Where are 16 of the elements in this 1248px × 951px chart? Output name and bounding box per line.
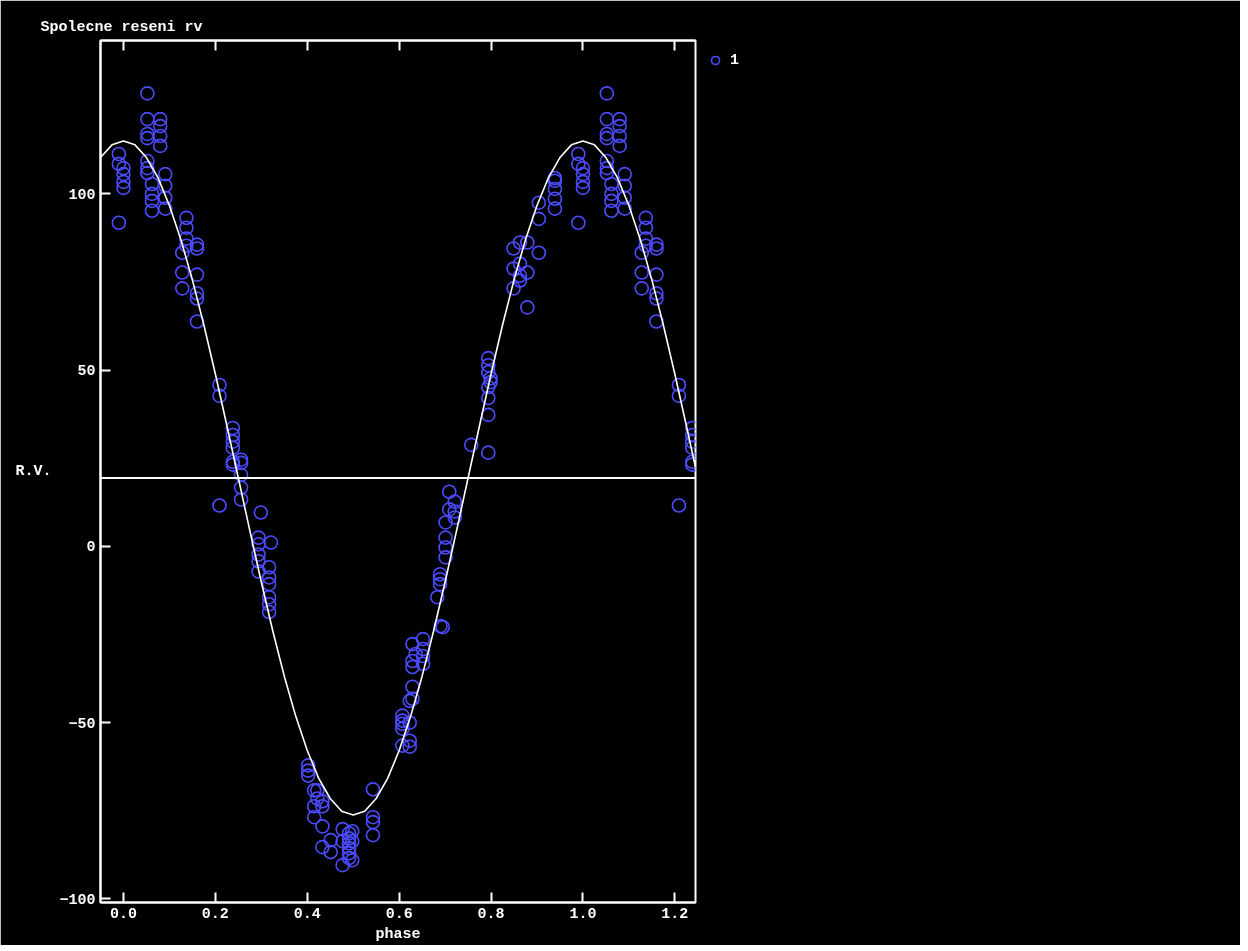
legend-label: 1 [730,51,740,69]
x-tick-label: 1.2 [661,905,689,923]
y-tick-label: 0 [86,539,96,557]
x-tick-label: 0.6 [385,905,413,923]
x-tick-label: 0.0 [109,905,137,923]
y-tick-label: 100 [68,186,96,204]
x-tick-label: 1.0 [569,905,597,923]
y-tick-label: −50 [68,715,96,733]
x-tick-label: 0.8 [477,905,505,923]
x-axis-title: phase [375,925,421,943]
y-tick-label: 50 [77,363,96,381]
y-tick-label: −100 [59,891,96,909]
chart-title: Spolecne reseni rv [40,18,203,36]
x-tick-label: 0.4 [293,905,321,923]
y-axis-title: R.V. [15,463,52,480]
x-tick-label: 0.2 [201,905,229,923]
